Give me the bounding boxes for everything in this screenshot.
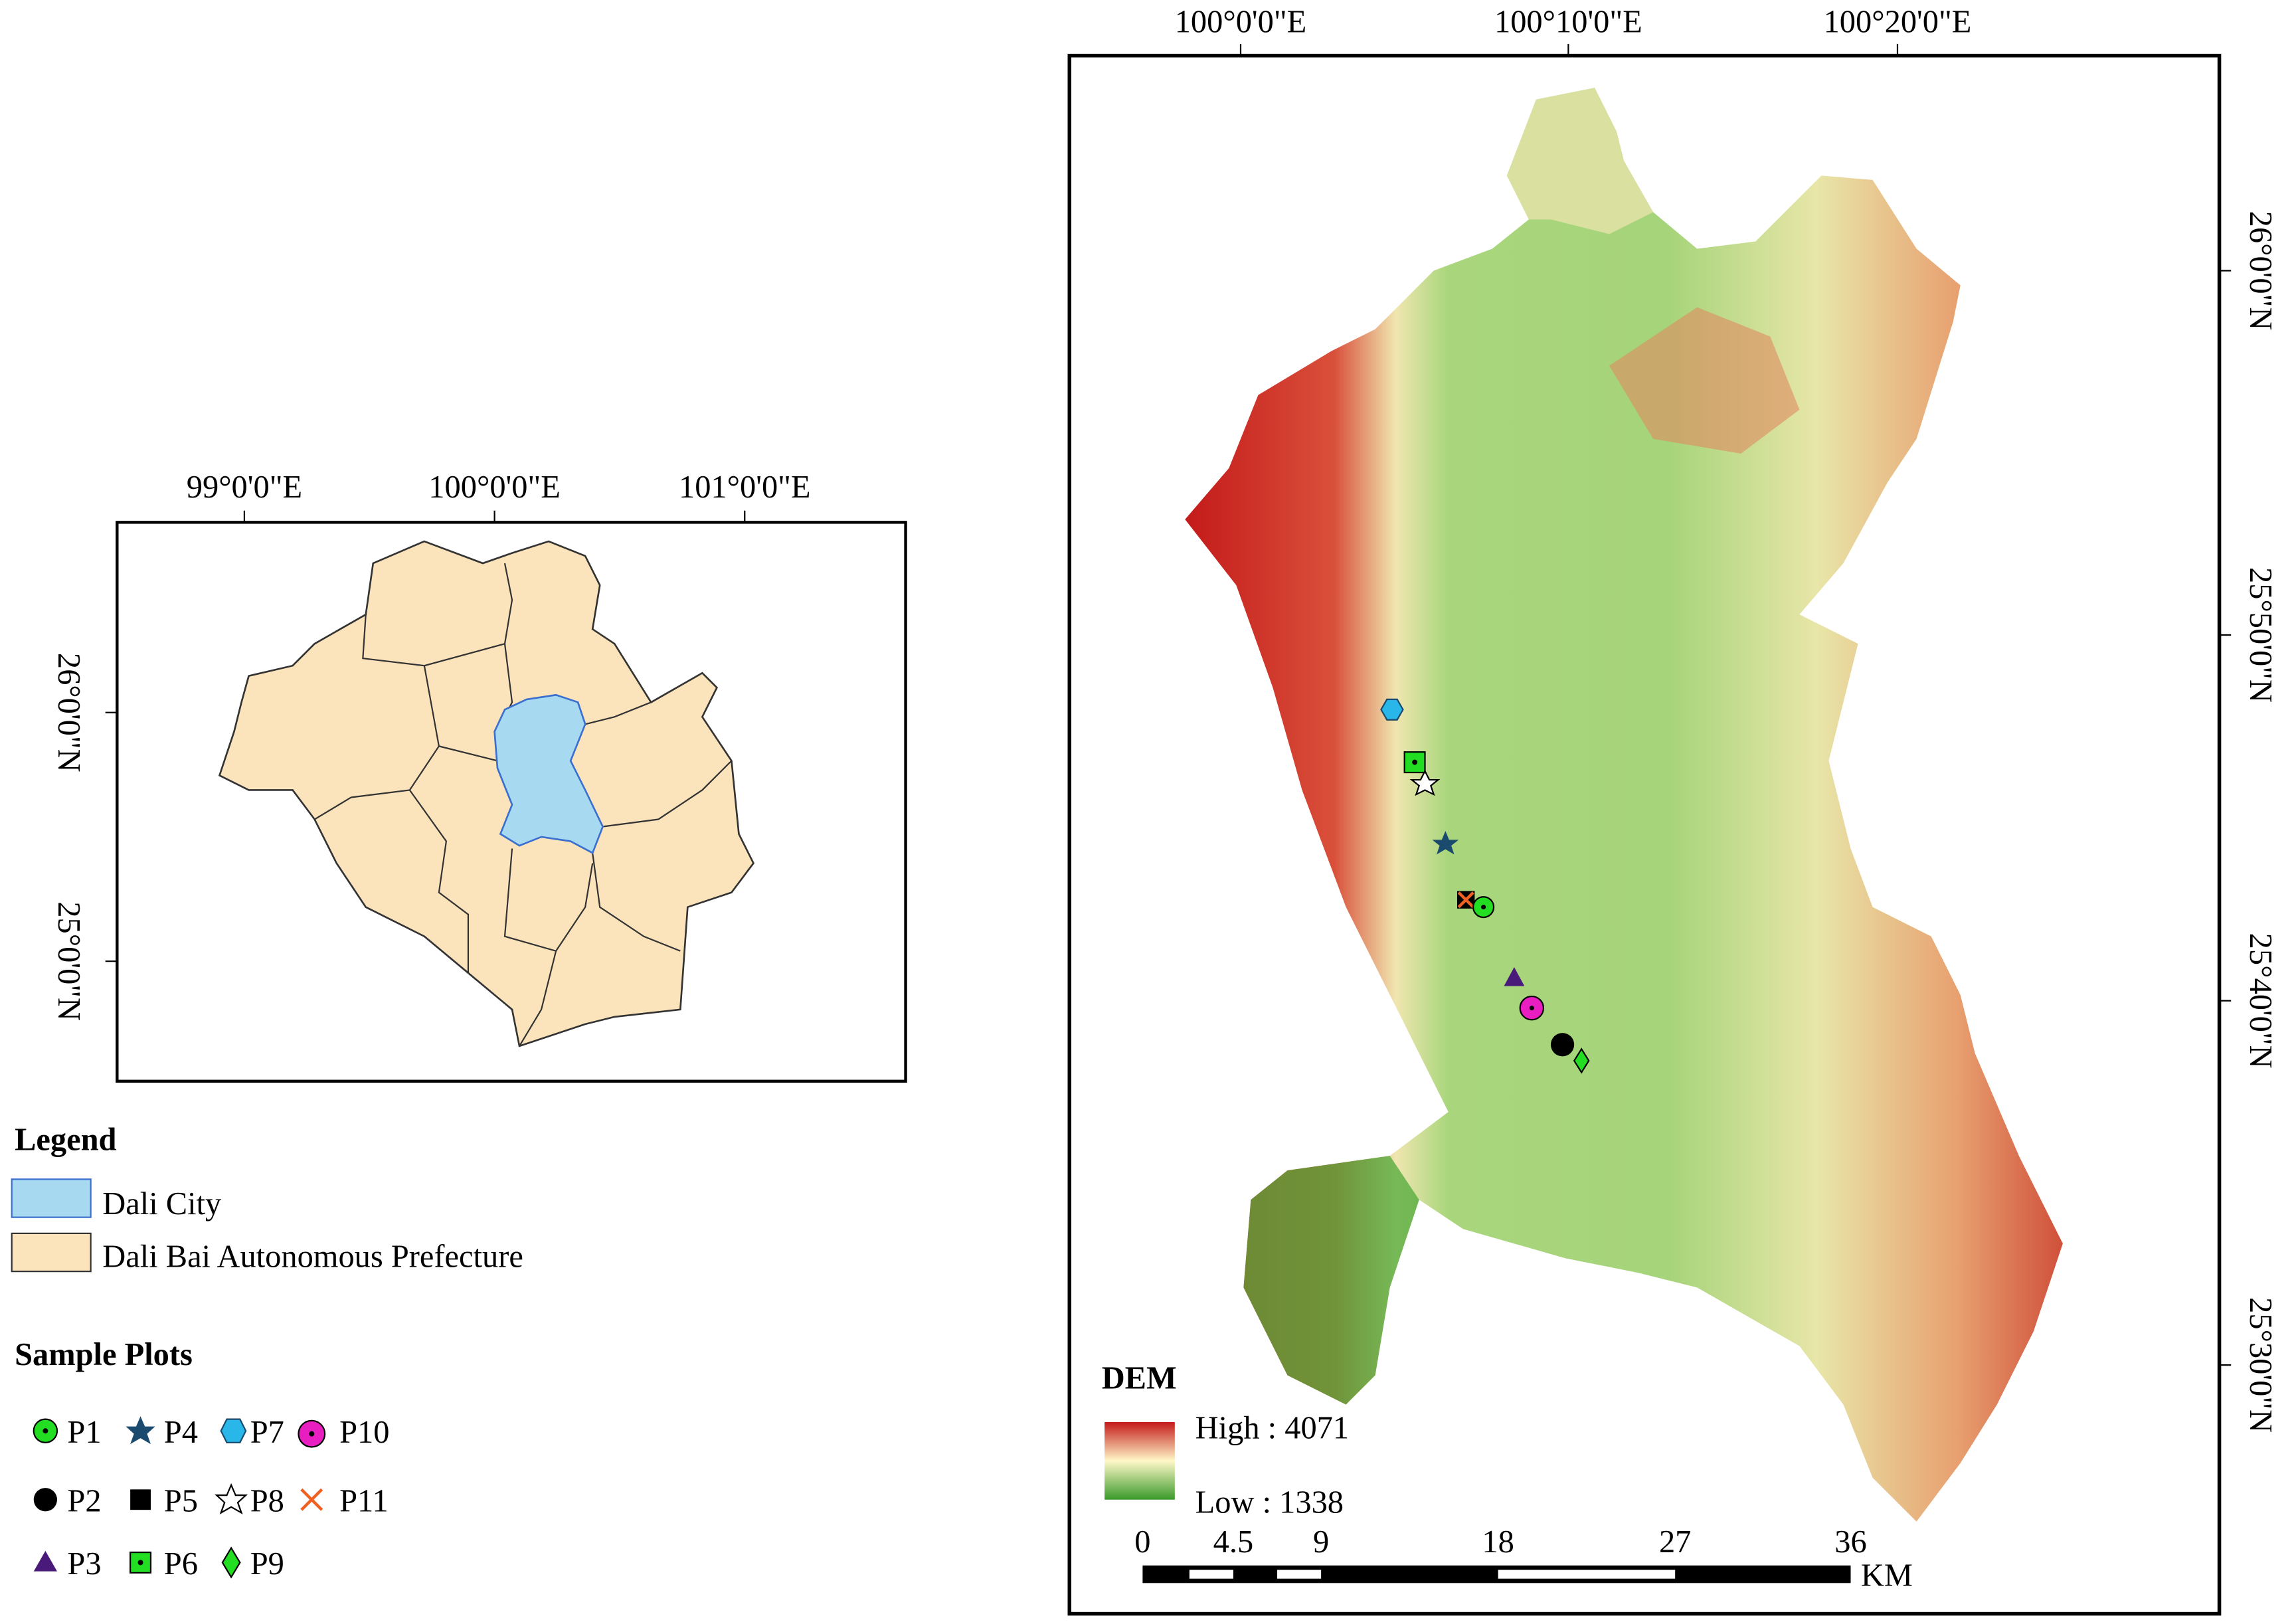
dem-low: Low : 1338 [1195, 1485, 1344, 1520]
dali-city [493, 693, 604, 855]
plot-label: P6 [164, 1546, 198, 1581]
dem-ramp [1104, 1422, 1175, 1500]
legend-swatch [11, 1232, 92, 1273]
main-lat-label: 25°50'0"N [2243, 567, 2278, 703]
legend-label: Dali City [102, 1186, 222, 1221]
dem-high: High : 4071 [1195, 1410, 1349, 1445]
main-lat-label: 26°0'0"N [2243, 211, 2278, 331]
main-ticks [1239, 44, 2232, 1366]
legend-title: Legend [15, 1122, 116, 1157]
plot-markers [1380, 698, 1590, 1074]
plot-label: P7 [250, 1415, 284, 1450]
dem-ridge [1609, 307, 1800, 454]
scale-label: 0 [1134, 1524, 1150, 1560]
scale-label: 4.5 [1213, 1524, 1254, 1560]
scale-bar [1142, 1565, 1851, 1583]
dem-north [1506, 88, 1654, 234]
main-lon-label: 100°0'0"E [1175, 4, 1307, 39]
dem-southwest [1243, 1156, 1419, 1405]
inset-lat-label: 25°0'0"N [51, 901, 86, 1021]
plot-label: P2 [67, 1483, 101, 1518]
scale-label: 36 [1834, 1524, 1866, 1560]
inset-lon-label: 99°0'0"E [187, 470, 302, 505]
scale-unit: KM [1861, 1558, 1913, 1593]
main-lat-label: 25°40'0"N [2243, 933, 2278, 1069]
plot-label: P4 [164, 1415, 198, 1450]
legend-swatch [11, 1178, 92, 1218]
main-lat-label: 25°30'0"N [2243, 1297, 2278, 1433]
plot-label: P1 [67, 1415, 101, 1450]
main-lon-label: 100°20'0"E [1824, 4, 1972, 39]
plot-symbols [33, 1416, 326, 1579]
sample-plots-title: Sample Plots [15, 1337, 193, 1372]
plot-label: P9 [250, 1546, 284, 1581]
inset-lon-label: 100°0'0"E [428, 470, 561, 505]
plot-label: P3 [67, 1546, 101, 1581]
dem-title: DEM [1102, 1360, 1177, 1396]
inset-ticks [105, 510, 746, 962]
main-lon-label: 100°10'0"E [1494, 4, 1642, 39]
legend-label: Dali Bai Autonomous Prefecture [102, 1239, 523, 1275]
scale-label: 18 [1482, 1524, 1514, 1560]
inset-lon-label: 101°0'0"E [679, 470, 811, 505]
plot-label: P10 [339, 1415, 389, 1450]
scale-label: 9 [1313, 1524, 1329, 1560]
plot-label: P11 [339, 1483, 389, 1518]
inset-lat-label: 26°0'0"N [51, 653, 86, 772]
plot-label: P8 [250, 1483, 284, 1518]
dem-surface [1185, 88, 2063, 1522]
plot-label: P5 [164, 1483, 198, 1518]
scale-label: 27 [1659, 1524, 1691, 1560]
